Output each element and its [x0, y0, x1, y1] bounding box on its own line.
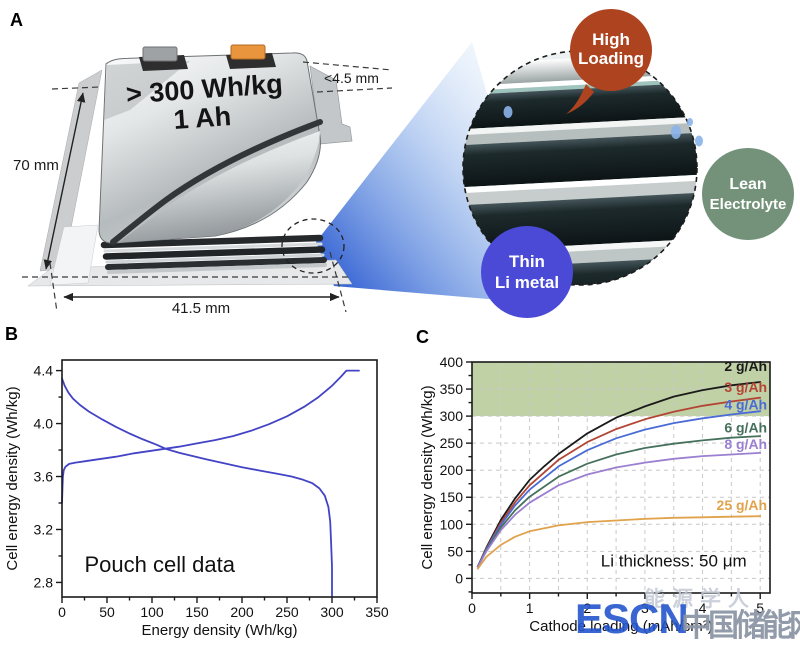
watermark-faint-text: 能源学人 [644, 588, 756, 611]
curve-25-g-Ah [476, 515, 762, 570]
panel-c-cathode-loading-chart: 2 g/Ah 3 g/Ah 4 g/Ah 6 g/Ah8 g/Ah 25 g/Ah 0 1 2… [416, 327, 771, 635]
curve-6-g-Ah [476, 435, 762, 568]
x-tick-label: 2 [583, 600, 591, 616]
callout-thin-li-line1: Thin [509, 252, 545, 271]
panel-a-battery-illustration: > 300 Wh/kg 1 Ah 70 mm 41.5 mm <4.5 mm [10, 9, 794, 318]
curve-3-g-Ah [476, 396, 762, 568]
y-tick-label: 100 [440, 516, 464, 532]
series-label-3-g-Ah: 3 g/Ah [724, 379, 767, 395]
electrode-stack [100, 234, 327, 274]
x-tick-label: 100 [140, 604, 164, 620]
x-tick-label: 350 [365, 604, 389, 620]
callout-lean-line2: Electrolyte [710, 196, 787, 213]
capacity-label: 1 Ah [173, 101, 232, 135]
panel-c-label: C [416, 327, 429, 347]
x-tick-label: 150 [185, 604, 209, 620]
curve-2-g-Ah [476, 381, 762, 568]
x-tick-label: 1 [526, 600, 534, 616]
panel-b-pouch-cell-chart: 0 50 100 150 200 250 300 350 2.8 3.2 3.6 4.0 4.4 Ener… [4, 324, 389, 639]
series-label-8-g-Ah: 8 g/Ah [724, 436, 767, 452]
y-tick-label: 4.0 [34, 416, 54, 432]
series-label-25-g-Ah: 25 g/Ah [717, 497, 768, 513]
y-tick-label: 2.8 [34, 574, 54, 590]
y-axis-label: Cell energy density (Wh/kg) [4, 386, 21, 570]
chart-annotation: Li thickness: 50 μm [601, 551, 747, 570]
series-label-2-g-Ah: 2 g/Ah [724, 358, 767, 374]
negative-tab [142, 46, 178, 62]
series-label-4-g-Ah: 4 g/Ah [724, 397, 767, 413]
pouch-shade [104, 61, 190, 120]
panel-a-label: A [10, 10, 23, 30]
x-tick-label: 4 [699, 600, 707, 616]
chart-annotation: Pouch cell data [85, 552, 236, 577]
x-tick-label: 250 [275, 604, 299, 620]
series-label-6-g-Ah: 6 g/Ah [724, 419, 767, 435]
zoom-source-circle [281, 218, 345, 274]
y-tick-label: 3.2 [34, 521, 54, 537]
curve-4-g-Ah [476, 410, 762, 568]
curve-8-g-Ah [476, 451, 762, 568]
callout-thin-li-metal: Thin Li metal [481, 226, 573, 318]
watermark-escn: ESCN [575, 595, 689, 642]
watermark-site-name: 中国储能网 [681, 608, 800, 643]
x-tick-label: 3 [641, 600, 649, 616]
callout-lean-electrolyte: Lean Electrolyte [702, 148, 794, 240]
y-tick-label: 3.6 [34, 469, 54, 485]
x-tick-label: 0 [468, 600, 476, 616]
callout-lean-line1: Lean [729, 176, 766, 193]
y-tick-label: 400 [440, 354, 464, 370]
y-tick-label: 200 [440, 462, 464, 478]
plot-frame [471, 361, 771, 594]
callout-thin-li-line2: Li metal [495, 273, 559, 292]
callout-high-loading-line2: Loading [578, 49, 644, 68]
x-tick-label: 200 [230, 604, 254, 620]
positive-tab [230, 44, 266, 60]
panel-b-label: B [5, 324, 18, 344]
x-axis-label: Cathode loading (mAh/cm²) [529, 618, 712, 635]
y-tick-label: 0 [455, 570, 463, 586]
x-tick-label: 300 [320, 604, 344, 620]
pouch-cell-illustration: > 300 Wh/kg 1 Ah [27, 44, 353, 287]
y-axis-label: Cell energy density (Wh/kg) [419, 385, 436, 569]
curve-charge [61, 369, 360, 504]
x-tick-label: 0 [58, 604, 66, 620]
y-tick-label: 250 [440, 435, 464, 451]
y-tick-label: 4.4 [34, 363, 54, 379]
y-tick-label: 50 [447, 543, 463, 559]
width-dimension: 41.5 mm [172, 300, 230, 317]
y-tick-label: 350 [440, 381, 464, 397]
dimension-annotations: 70 mm 41.5 mm <4.5 mm [13, 61, 393, 317]
x-axis-label: Energy density (Wh/kg) [142, 622, 298, 639]
curve-discharge [61, 377, 333, 597]
y-tick-label: 300 [440, 408, 464, 424]
callout-high-loading-line1: High [592, 30, 630, 49]
electrolyte-droplets [503, 106, 703, 147]
x-tick-label: 50 [99, 604, 115, 620]
pouch-gloss [117, 131, 320, 243]
height-dimension: 70 mm [13, 157, 59, 174]
pouch-swoosh [110, 119, 323, 245]
y-tick-label: 150 [440, 489, 464, 505]
x-tick-label: 5 [756, 600, 764, 616]
callout-high-loading: High Loading [566, 9, 652, 114]
thickness-dimension: <4.5 mm [324, 70, 379, 86]
